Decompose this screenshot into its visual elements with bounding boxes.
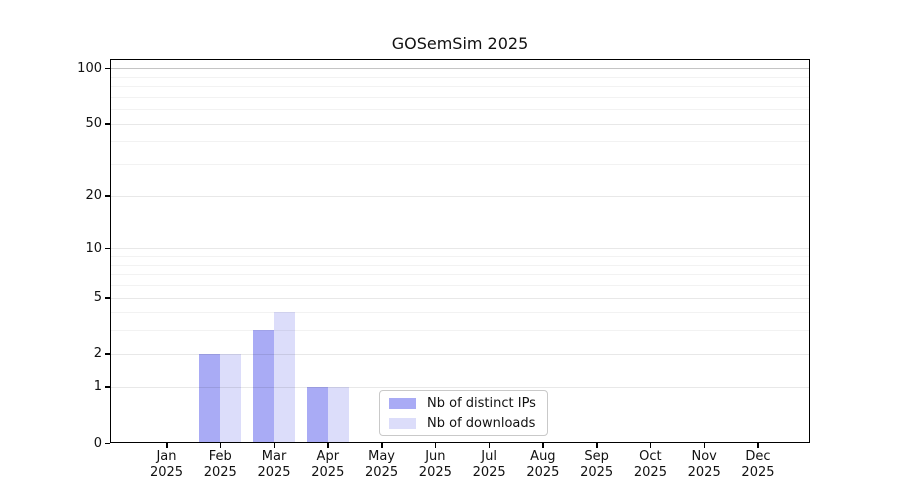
- y-tick-100: [105, 67, 110, 70]
- x-tick-jun: [434, 443, 437, 448]
- bar-nb-of-downloads-feb: [220, 353, 242, 443]
- legend-swatch-distinct-ips: [389, 397, 416, 409]
- gridline-major: [110, 353, 810, 355]
- legend-label-downloads: Nb of downloads: [427, 415, 536, 431]
- legend-label-distinct-ips: Nb of distinct IPs: [427, 395, 536, 411]
- y-tick-0: [105, 442, 110, 444]
- x-tick-label-dec: Dec 2025: [741, 449, 775, 480]
- x-tick-aug: [542, 443, 544, 448]
- x-tick-may: [381, 443, 383, 448]
- plot-area: 0 1 2 5 10 20 50 100 Jan 2025 Feb 2025 Mar 2025 Apr 202…: [77, 59, 810, 480]
- y-tick-label-5: 5: [93, 290, 102, 305]
- gridline-minor: [110, 284, 810, 286]
- x-tick-label-aug: Aug 2025: [526, 449, 560, 480]
- x-tick-oct: [649, 443, 652, 448]
- y-tick-label-50: 50: [85, 116, 102, 132]
- y-tick-label-100: 100: [77, 60, 102, 76]
- x-tick-dec: [757, 443, 759, 448]
- x-tick-label-oct: Oct 2025: [633, 449, 667, 480]
- x-tick-nov: [703, 443, 706, 448]
- gridline-major: [110, 68, 810, 70]
- y-tick-label-1: 1: [93, 379, 102, 395]
- gridline-minor: [110, 264, 810, 266]
- x-tick-apr: [327, 443, 329, 448]
- gridline-minor: [110, 109, 810, 111]
- bar-nb-of-distinct-ips-feb: [199, 353, 221, 443]
- gridline-minor: [110, 86, 810, 88]
- x-tick-feb: [219, 443, 222, 448]
- x-tick-label-mar: Mar 2025: [257, 449, 291, 480]
- gridline-minor: [110, 312, 810, 314]
- gridline-minor: [110, 141, 810, 143]
- bar-nb-of-downloads-mar: [274, 312, 296, 443]
- gridline-major: [110, 195, 810, 197]
- y-tick-1: [105, 386, 110, 388]
- gridline-major: [110, 123, 810, 125]
- gridline-major: [110, 248, 810, 250]
- bar-nb-of-downloads-apr: [327, 386, 349, 443]
- gridline-minor: [110, 330, 810, 332]
- x-tick-label-may: May 2025: [365, 449, 399, 480]
- y-tick-label-0: 0: [93, 435, 102, 451]
- bar-nb-of-distinct-ips-mar: [253, 330, 275, 443]
- gridline-minor: [110, 164, 810, 166]
- legend: Nb of distinct IPs Nb of downloads: [379, 390, 548, 436]
- legend-swatch-downloads: [389, 417, 416, 429]
- y-tick-50: [105, 123, 110, 125]
- x-tick-label-jun: Jun 2025: [418, 449, 452, 480]
- x-tick-jul: [488, 443, 491, 448]
- y-tick-20: [105, 195, 110, 197]
- gridline-minor: [110, 76, 810, 78]
- x-tick-label-sep: Sep 2025: [580, 449, 614, 480]
- x-tick-mar: [273, 443, 276, 448]
- x-tick-label-apr: Apr 2025: [311, 449, 345, 480]
- y-tick-label-10: 10: [85, 240, 102, 256]
- x-tick-label-feb: Feb 2025: [203, 449, 237, 480]
- x-tick-jan: [166, 443, 168, 448]
- chart-title: GOSemSim 2025: [391, 34, 529, 53]
- y-tick-5: [105, 297, 110, 299]
- y-tick-2: [105, 353, 110, 355]
- x-tick-label-nov: Nov 2025: [687, 449, 721, 480]
- y-tick-label-20: 20: [85, 188, 102, 204]
- x-tick-sep: [596, 443, 598, 448]
- x-tick-label-jan: Jan 2025: [149, 449, 184, 480]
- y-tick-label-2: 2: [93, 346, 102, 362]
- y-tick-10: [105, 247, 110, 250]
- gridline-minor: [110, 96, 810, 98]
- x-tick-label-jul: Jul 2025: [472, 449, 506, 480]
- gridline-major: [110, 386, 810, 388]
- gridline-minor: [110, 274, 810, 276]
- bar-nb-of-distinct-ips-apr: [306, 386, 328, 443]
- gridline-major: [110, 297, 810, 299]
- gridline-minor: [110, 256, 810, 258]
- legend-item-downloads: Nb of downloads: [389, 415, 547, 432]
- legend-item-distinct-ips: Nb of distinct IPs: [389, 395, 547, 412]
